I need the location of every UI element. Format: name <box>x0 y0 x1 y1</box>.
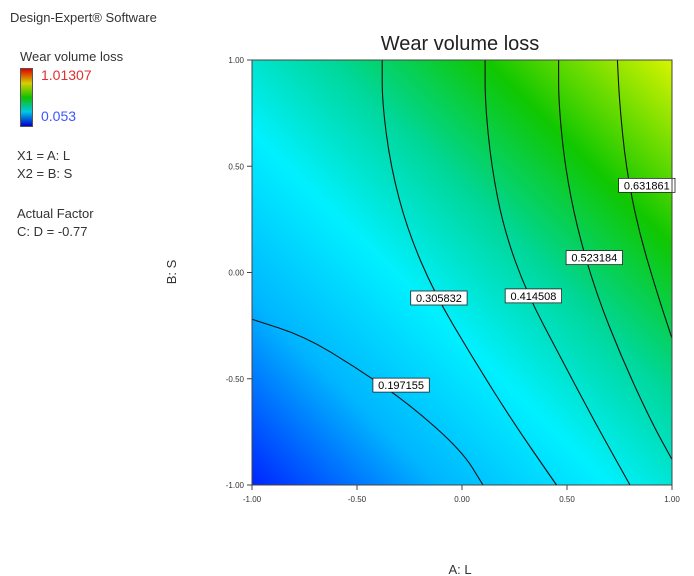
x-tick-label-4: 0.50 <box>559 495 575 504</box>
app-title: Design-Expert® Software <box>10 10 157 25</box>
x-tick-label-1: -1.00 <box>243 495 262 504</box>
contour-line-2 <box>381 59 557 486</box>
x-axis: -1.00 -0.50 0.00 0.50 1.00 <box>243 485 680 504</box>
contour-label-2: 0.305832 <box>416 293 462 305</box>
chart-title: Wear volume loss <box>381 33 540 55</box>
y-tick-label-5: -1.00 <box>226 481 245 490</box>
y-tick-label-1: 1.00 <box>228 56 244 65</box>
contour-line-5 <box>616 59 673 339</box>
x2-factor-label: X2 = B: S <box>17 166 73 181</box>
x-axis-title: A: L <box>448 562 471 576</box>
x-tick-label-3: 0.00 <box>454 495 470 504</box>
contour-line-1 <box>251 318 484 486</box>
contour-label-box-3 <box>504 288 563 304</box>
contour-label-box-4 <box>565 250 623 266</box>
legend-color-bar <box>20 68 33 127</box>
contour-label-4: 0.523184 <box>571 253 617 265</box>
contour-label-1: 0.197155 <box>378 380 424 392</box>
contour-label-box-2 <box>410 290 468 306</box>
contour-line-4 <box>558 59 673 460</box>
contour-label-box-5 <box>618 177 676 193</box>
actual-factor-value: C: D = -0.77 <box>17 224 88 239</box>
contour-label-5: 0.631861 <box>624 180 670 192</box>
y-tick-label-2: 0.50 <box>228 162 244 171</box>
x-tick-label-2: -0.50 <box>348 495 367 504</box>
contour-line-3 <box>484 59 631 486</box>
legend-max-value: 1.01307 <box>41 67 92 83</box>
x1-factor-label: X1 = A: L <box>17 148 71 163</box>
legend-title: Wear volume loss <box>20 49 124 64</box>
contour-label-3: 0.414508 <box>510 291 556 303</box>
y-axis-title: B: S <box>164 259 179 284</box>
y-tick-label-3: 0.00 <box>228 269 244 278</box>
y-tick-label-4: -0.50 <box>226 375 245 384</box>
y-axis: 1.00 0.50 0.00 -0.50 -1.00 <box>226 56 252 490</box>
actual-factor-title: Actual Factor <box>17 206 94 221</box>
x-tick-label-5: 1.00 <box>664 495 680 504</box>
legend-min-value: 0.053 <box>41 108 77 124</box>
plot-area <box>252 60 672 485</box>
contour-layer: 0.197155 0.305832 0.414508 0.523184 0.631861 <box>251 59 676 486</box>
contour-label-box-1 <box>372 377 430 393</box>
